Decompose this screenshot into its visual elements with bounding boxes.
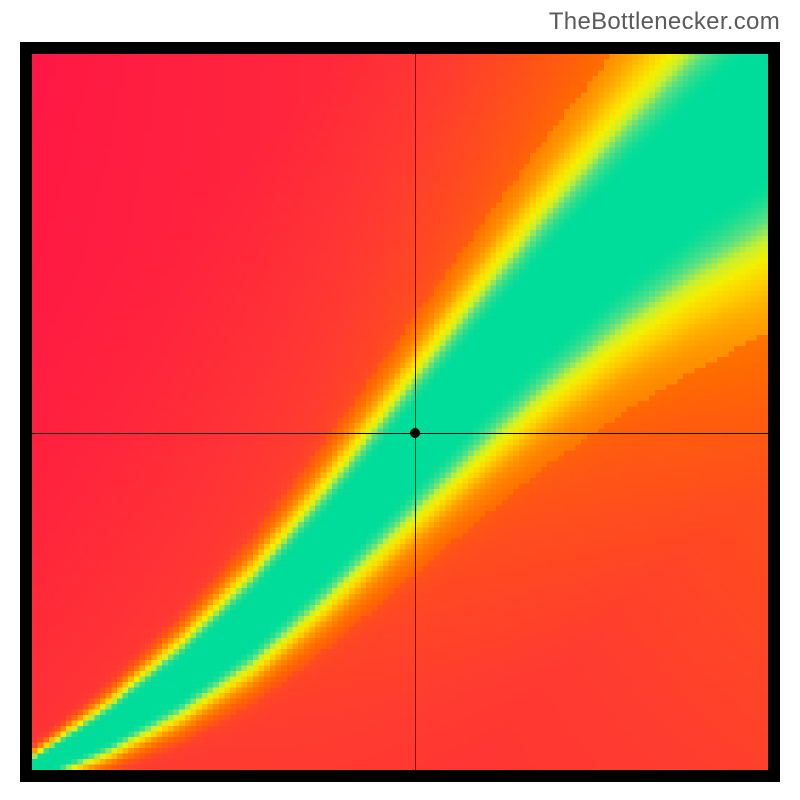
chart-container: TheBottlenecker.com xyxy=(0,0,800,800)
watermark-text: TheBottlenecker.com xyxy=(549,8,780,36)
crosshair-vertical xyxy=(415,54,416,770)
crosshair-marker xyxy=(410,428,420,438)
crosshair-horizontal xyxy=(32,433,768,434)
chart-frame xyxy=(20,42,780,782)
heatmap-canvas xyxy=(32,54,768,770)
plot-area xyxy=(32,54,768,770)
